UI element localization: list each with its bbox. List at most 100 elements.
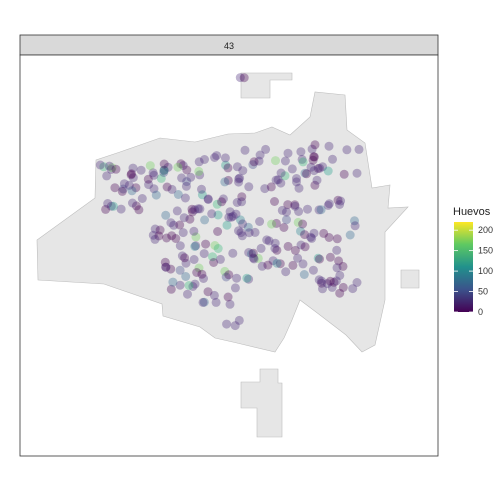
egg-count-point	[249, 254, 259, 264]
egg-count-point	[212, 199, 222, 209]
egg-count-point	[244, 274, 254, 284]
egg-count-point	[225, 299, 235, 309]
east-patch-shape	[400, 269, 420, 289]
egg-count-point	[287, 164, 297, 174]
egg-count-point	[298, 157, 308, 167]
egg-count-point	[200, 215, 210, 225]
north-enclave-shape	[240, 72, 293, 99]
egg-count-point	[239, 73, 249, 83]
egg-count-point	[188, 282, 198, 291]
egg-count-point	[95, 160, 105, 170]
egg-count-point	[309, 152, 319, 162]
egg-count-point	[254, 156, 264, 166]
egg-count-point	[178, 161, 188, 170]
egg-count-point	[203, 194, 213, 204]
egg-count-point	[179, 213, 189, 223]
egg-count-point	[149, 184, 159, 194]
egg-count-point	[271, 156, 280, 166]
egg-count-point	[175, 241, 185, 251]
egg-count-point	[150, 224, 160, 234]
egg-count-point	[224, 212, 234, 222]
egg-count-point	[290, 245, 300, 255]
egg-count-point	[145, 161, 155, 171]
egg-count-point	[345, 230, 355, 240]
egg-count-point	[332, 234, 342, 244]
egg-count-point	[124, 180, 134, 190]
egg-count-point	[290, 201, 300, 211]
egg-count-point	[314, 205, 324, 215]
egg-count-point	[190, 242, 200, 251]
egg-count-point	[209, 258, 219, 267]
egg-count-point	[323, 166, 333, 176]
egg-count-point	[159, 168, 169, 177]
egg-count-point	[325, 252, 335, 262]
legend-tick-label: 50	[478, 287, 488, 297]
egg-count-point	[298, 219, 308, 229]
egg-count-point	[99, 162, 109, 172]
egg-count-point	[181, 272, 191, 281]
egg-count-point	[127, 169, 136, 179]
egg-count-point	[162, 182, 172, 192]
egg-count-point	[128, 173, 138, 183]
egg-count-point	[318, 284, 327, 294]
egg-count-point	[187, 207, 197, 217]
egg-count-point	[169, 220, 179, 230]
egg-count-point	[260, 184, 270, 194]
egg-count-point	[137, 194, 147, 203]
egg-count-point	[271, 218, 281, 228]
egg-count-point	[232, 162, 242, 172]
egg-count-point	[257, 261, 267, 271]
egg-count-point	[303, 204, 312, 214]
egg-count-point	[313, 253, 323, 263]
egg-count-point	[160, 257, 170, 267]
egg-count-point	[228, 248, 238, 258]
egg-count-point	[227, 212, 236, 222]
egg-count-point	[175, 280, 185, 290]
egg-count-point	[272, 258, 282, 268]
egg-count-point	[237, 197, 247, 207]
egg-count-point	[334, 256, 344, 266]
egg-count-point	[193, 204, 203, 214]
egg-count-point	[315, 254, 324, 264]
egg-count-point	[231, 209, 241, 219]
legend-tick-label: 150	[478, 246, 493, 256]
egg-count-point	[183, 289, 192, 299]
egg-count-point	[319, 228, 329, 238]
egg-count-point	[243, 222, 253, 232]
egg-count-point	[253, 253, 263, 263]
egg-count-point	[222, 319, 232, 329]
egg-count-point	[163, 162, 173, 172]
egg-count-point	[275, 259, 285, 269]
egg-count-point	[297, 154, 307, 164]
egg-count-point	[331, 276, 341, 286]
egg-count-point	[293, 253, 303, 263]
egg-count-point	[272, 245, 282, 255]
egg-count-point	[180, 253, 190, 263]
egg-count-point	[127, 186, 137, 196]
egg-count-point	[323, 200, 333, 210]
egg-count-point	[234, 177, 244, 187]
egg-count-point	[187, 204, 197, 214]
egg-count-point	[210, 153, 220, 162]
egg-count-point	[144, 180, 154, 190]
egg-count-point	[108, 201, 118, 211]
egg-count-point	[212, 151, 222, 161]
egg-count-point	[220, 266, 230, 276]
egg-count-point	[292, 177, 301, 187]
egg-count-point	[128, 198, 137, 208]
egg-count-point	[234, 315, 244, 325]
egg-count-point	[242, 273, 252, 283]
egg-count-point	[104, 161, 114, 171]
egg-count-point	[175, 265, 185, 275]
egg-count-point	[339, 169, 349, 179]
egg-count-point	[195, 170, 205, 180]
egg-count-point	[217, 197, 227, 207]
egg-count-point	[182, 177, 192, 187]
egg-count-point	[342, 145, 352, 155]
egg-count-point	[177, 251, 187, 261]
egg-count-point	[173, 190, 183, 199]
egg-count-point	[151, 190, 161, 200]
egg-count-point	[232, 198, 242, 207]
egg-count-point	[299, 270, 309, 279]
legend-tick-label: 200	[478, 225, 493, 235]
